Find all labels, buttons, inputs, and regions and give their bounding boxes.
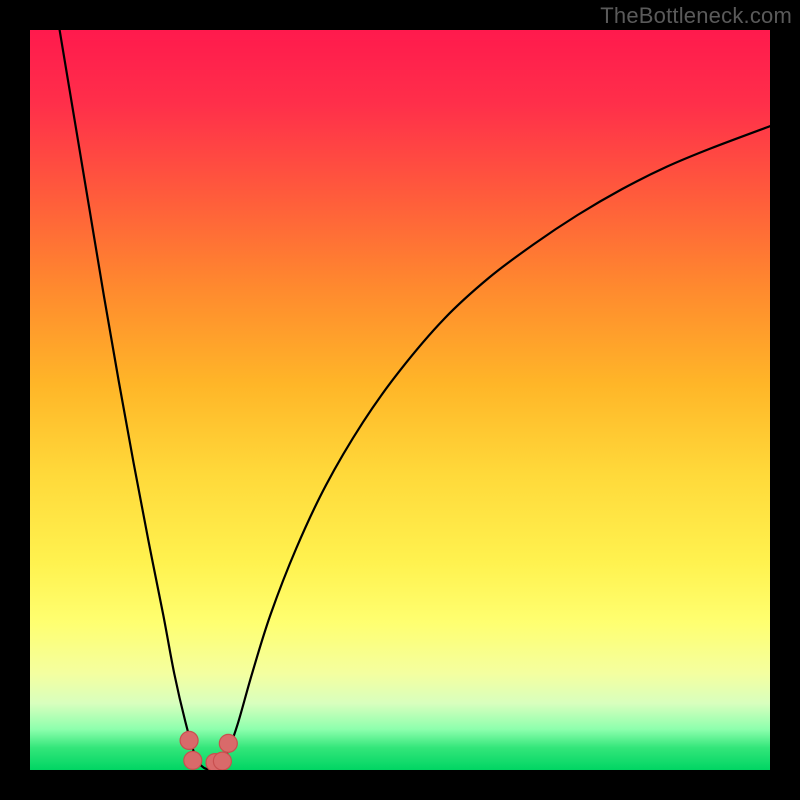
plot-background (30, 30, 770, 770)
bottleneck-chart (0, 0, 800, 800)
optimum-marker (184, 751, 202, 769)
optimum-marker (213, 752, 231, 770)
chart-container: TheBottleneck.com (0, 0, 800, 800)
optimum-marker (180, 731, 198, 749)
optimum-marker (219, 734, 237, 752)
watermark-text: TheBottleneck.com (600, 3, 792, 29)
